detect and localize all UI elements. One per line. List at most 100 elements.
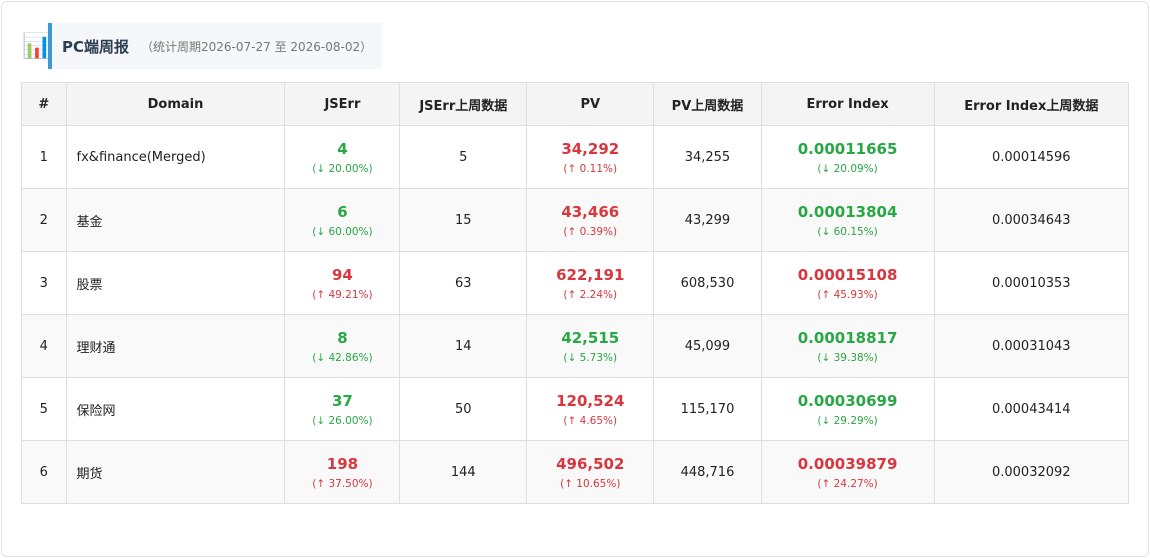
metric-cell: 0.00018817 (↓ 39.38%) <box>760 314 935 378</box>
table-cell: 15 <box>399 188 528 252</box>
metric-cell: 622,191 (↑ 2.24%) <box>526 251 655 315</box>
metric-cell: 42,515 (↓ 5.73%) <box>526 314 655 378</box>
metric-value: 0.00018817 <box>797 328 898 347</box>
column-header: Error Index <box>760 82 935 126</box>
column-header: PV上周数据 <box>653 82 762 126</box>
metric-value: 43,466 <box>561 202 620 221</box>
metric-change: (↓ 60.00%) <box>312 225 373 238</box>
column-header: Domain <box>65 82 286 126</box>
metric-change: (↑ 24.27%) <box>817 477 878 490</box>
domain-cell: 股票 <box>65 251 286 315</box>
table-row: 4 理财通 8 (↓ 42.86%) 14 42,515 (↓ 5.73%) 45,099 0.… <box>21 314 1130 378</box>
metric-change: (↑ 0.39%) <box>563 225 618 238</box>
header-row: # Domain JSErr JSErr上周数据 PV PV上周数据 Error Index… <box>21 82 1130 126</box>
table-cell: 608,530 <box>653 251 762 315</box>
metric-value: 120,524 <box>556 391 625 410</box>
metric-cell: 198 (↑ 37.50%) <box>284 440 401 504</box>
metric-cell: 496,502 (↑ 10.65%) <box>526 440 655 504</box>
metric-value: 0.00030699 <box>797 391 898 410</box>
table-cell: 3 <box>21 251 67 315</box>
table-cell: 0.00043414 <box>933 377 1130 441</box>
metric-cell: 0.00013804 (↓ 60.15%) <box>760 188 935 252</box>
metric-value: 496,502 <box>556 454 625 473</box>
table-cell: 43,299 <box>653 188 762 252</box>
metric-change: (↓ 20.00%) <box>312 162 373 175</box>
metric-value: 37 <box>331 391 353 410</box>
metric-cell: 0.00011665 (↓ 20.09%) <box>760 125 935 189</box>
metric-change: (↓ 60.15%) <box>817 225 878 238</box>
metric-change: (↑ 10.65%) <box>560 477 621 490</box>
column-header: # <box>21 82 67 126</box>
metric-change: (↓ 42.86%) <box>312 351 373 364</box>
metric-change: (↓ 39.38%) <box>817 351 878 364</box>
metric-change: (↓ 20.09%) <box>817 162 878 175</box>
metric-change: (↑ 0.11%) <box>563 162 618 175</box>
title-box: PC端周报 （统计周期2026-07-27 至 2026-08-02） <box>48 23 383 69</box>
table-cell: 63 <box>399 251 528 315</box>
table-cell: 6 <box>21 440 67 504</box>
table-cell: 0.00031043 <box>933 314 1130 378</box>
table-cell: 0.00032092 <box>933 440 1130 504</box>
metric-change: (↑ 37.50%) <box>312 477 373 490</box>
header: 📊 PC端周报 （统计周期2026-07-27 至 2026-08-02） <box>22 23 383 69</box>
metric-value: 42,515 <box>561 328 620 347</box>
metric-cell: 4 (↓ 20.00%) <box>284 125 401 189</box>
metric-value: 0.00039879 <box>797 454 898 473</box>
column-header: Error Index上周数据 <box>933 82 1130 126</box>
table-cell: 1 <box>21 125 67 189</box>
metric-cell: 8 (↓ 42.86%) <box>284 314 401 378</box>
metric-cell: 120,524 (↑ 4.65%) <box>526 377 655 441</box>
domain-cell: 期货 <box>65 440 286 504</box>
metric-cell: 43,466 (↑ 0.39%) <box>526 188 655 252</box>
table-cell: 2 <box>21 188 67 252</box>
metric-change: (↑ 4.65%) <box>563 414 618 427</box>
metric-value: 198 <box>326 454 359 473</box>
metric-cell: 34,292 (↑ 0.11%) <box>526 125 655 189</box>
title: PC端周报 <box>62 37 130 56</box>
header-icon: 📊 <box>22 32 52 60</box>
table-row: 1 fx&finance(Merged) 4 (↓ 20.00%) 5 34,292 (↑ … <box>21 125 1130 189</box>
metric-change: (↑ 2.24%) <box>563 288 618 301</box>
metric-value: 34,292 <box>561 139 620 158</box>
column-header: PV <box>526 82 655 126</box>
table-body: 1 fx&finance(Merged) 4 (↓ 20.00%) 5 34,292 (↑ … <box>21 125 1130 504</box>
table-cell: 4 <box>21 314 67 378</box>
metric-value: 622,191 <box>556 265 625 284</box>
table-row: 5 保险网 37 (↓ 26.00%) 50 120,524 (↑ 4.65%) 115,17… <box>21 377 1130 441</box>
table-cell: 448,716 <box>653 440 762 504</box>
domain-cell: 基金 <box>65 188 286 252</box>
table-cell: 115,170 <box>653 377 762 441</box>
table-cell: 0.00034643 <box>933 188 1130 252</box>
report-table: # Domain JSErr JSErr上周数据 PV PV上周数据 Error Index… <box>21 82 1130 504</box>
column-header: JSErr <box>284 82 401 126</box>
table-cell: 0.00010353 <box>933 251 1130 315</box>
table-row: 2 基金 6 (↓ 60.00%) 15 43,466 (↑ 0.39%) 43,299 0.0… <box>21 188 1130 252</box>
metric-change: (↓ 5.73%) <box>563 351 618 364</box>
metric-change: (↓ 29.29%) <box>817 414 878 427</box>
metric-cell: 6 (↓ 60.00%) <box>284 188 401 252</box>
metric-change: (↓ 26.00%) <box>312 414 373 427</box>
table-cell: 34,255 <box>653 125 762 189</box>
domain-cell: 理财通 <box>65 314 286 378</box>
metric-cell: 37 (↓ 26.00%) <box>284 377 401 441</box>
table-cell: 0.00014596 <box>933 125 1130 189</box>
table-row: 6 期货 198 (↑ 37.50%) 144 496,502 (↑ 10.65%) 448,… <box>21 440 1130 504</box>
metric-cell: 94 (↑ 49.21%) <box>284 251 401 315</box>
table-cell: 5 <box>21 377 67 441</box>
metric-cell: 0.00039879 (↑ 24.27%) <box>760 440 935 504</box>
metric-value: 8 <box>337 328 348 347</box>
column-header: JSErr上周数据 <box>399 82 528 126</box>
period: （统计周期2026-07-27 至 2026-08-02） <box>141 39 373 54</box>
metric-change: (↑ 45.93%) <box>817 288 878 301</box>
metric-value: 0.00013804 <box>797 202 898 221</box>
metric-change: (↑ 49.21%) <box>312 288 373 301</box>
domain-cell: 保险网 <box>65 377 286 441</box>
metric-value: 4 <box>337 139 348 158</box>
table-cell: 5 <box>399 125 528 189</box>
metric-value: 0.00011665 <box>797 139 898 158</box>
table-cell: 50 <box>399 377 528 441</box>
metric-cell: 0.00015108 (↑ 45.93%) <box>760 251 935 315</box>
metric-cell: 0.00030699 (↓ 29.29%) <box>760 377 935 441</box>
table-cell: 14 <box>399 314 528 378</box>
